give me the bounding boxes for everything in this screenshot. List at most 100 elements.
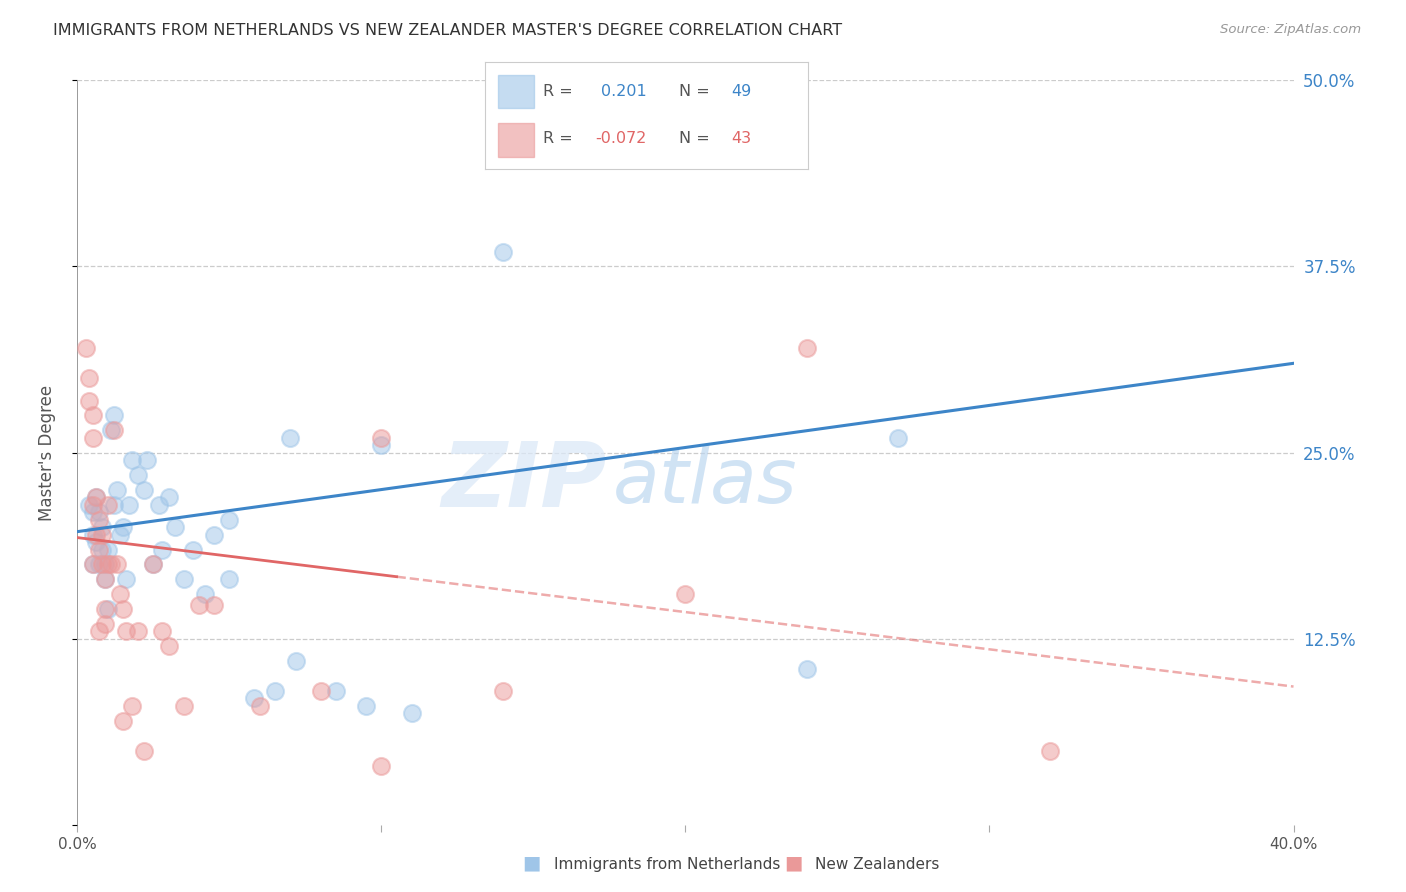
Point [242, 691, 264, 706]
Point [97, 558, 120, 572]
Point [188, 598, 211, 612]
Point [370, 758, 392, 772]
Point [90, 527, 112, 541]
Text: ZIP: ZIP [441, 439, 606, 526]
Text: 43: 43 [731, 131, 751, 146]
Point [401, 706, 423, 721]
Point [148, 498, 170, 512]
Point [111, 714, 134, 728]
Text: ■: ■ [783, 854, 803, 872]
Y-axis label: Master's Degree: Master's Degree [38, 384, 56, 521]
Point [127, 468, 149, 483]
FancyBboxPatch shape [498, 123, 533, 157]
Point [103, 423, 125, 437]
Point [136, 453, 159, 467]
Point [121, 453, 143, 467]
Point [675, 587, 697, 601]
Point [84, 491, 107, 505]
Text: 49: 49 [731, 85, 751, 99]
Point [370, 438, 392, 452]
Point [249, 698, 271, 713]
Point [75, 342, 97, 356]
Point [97, 602, 120, 616]
Text: -0.072: -0.072 [595, 131, 647, 146]
Point [194, 587, 217, 601]
Point [87, 624, 110, 639]
Point [108, 587, 131, 601]
Text: Immigrants from Netherlands: Immigrants from Netherlands [554, 857, 780, 872]
Point [82, 431, 104, 445]
Point [796, 342, 818, 356]
Point [93, 572, 115, 586]
Point [93, 617, 115, 632]
Point [264, 684, 287, 698]
Point [218, 572, 240, 586]
Point [93, 558, 115, 572]
Point [84, 491, 107, 505]
Point [111, 602, 134, 616]
Point [79, 393, 101, 408]
Point [79, 371, 101, 385]
Point [309, 684, 332, 698]
Point [111, 520, 134, 534]
Point [1039, 744, 1062, 758]
Point [82, 558, 104, 572]
Point [492, 684, 515, 698]
Point [103, 409, 125, 423]
Text: Source: ZipAtlas.com: Source: ZipAtlas.com [1220, 23, 1361, 37]
Point [121, 698, 143, 713]
Text: R =: R = [543, 131, 578, 146]
Point [82, 505, 104, 519]
Text: R =: R = [543, 85, 583, 99]
Point [285, 654, 308, 668]
Point [202, 527, 225, 541]
Point [644, 140, 666, 154]
Text: ■: ■ [522, 854, 541, 872]
Point [157, 640, 180, 654]
Text: New Zealanders: New Zealanders [815, 857, 939, 872]
Text: N =: N = [679, 85, 716, 99]
Point [152, 624, 174, 639]
Point [87, 542, 110, 557]
Point [142, 558, 165, 572]
Point [87, 558, 110, 572]
Point [84, 527, 107, 541]
Point [79, 498, 101, 512]
Point [90, 542, 112, 557]
Point [100, 558, 122, 572]
Point [97, 542, 120, 557]
Point [108, 527, 131, 541]
Point [90, 558, 112, 572]
Point [82, 409, 104, 423]
Point [218, 513, 240, 527]
Point [105, 483, 128, 497]
Text: IMMIGRANTS FROM NETHERLANDS VS NEW ZEALANDER MASTER'S DEGREE CORRELATION CHART: IMMIGRANTS FROM NETHERLANDS VS NEW ZEALA… [53, 23, 842, 38]
Point [278, 431, 301, 445]
Point [87, 505, 110, 519]
Point [115, 572, 138, 586]
Point [82, 527, 104, 541]
Text: atlas: atlas [613, 445, 797, 519]
Point [127, 624, 149, 639]
Point [492, 244, 515, 259]
Point [100, 423, 122, 437]
Point [97, 498, 120, 512]
Point [93, 602, 115, 616]
Point [84, 535, 107, 549]
Point [796, 662, 818, 676]
Point [142, 558, 165, 572]
Point [202, 598, 225, 612]
Text: N =: N = [679, 131, 716, 146]
Point [163, 520, 186, 534]
Point [370, 431, 392, 445]
FancyBboxPatch shape [498, 75, 533, 109]
Point [118, 498, 141, 512]
Point [354, 698, 377, 713]
Point [152, 542, 174, 557]
Point [93, 572, 115, 586]
Point [134, 744, 156, 758]
Point [87, 513, 110, 527]
Point [82, 498, 104, 512]
Point [103, 498, 125, 512]
Point [173, 572, 195, 586]
